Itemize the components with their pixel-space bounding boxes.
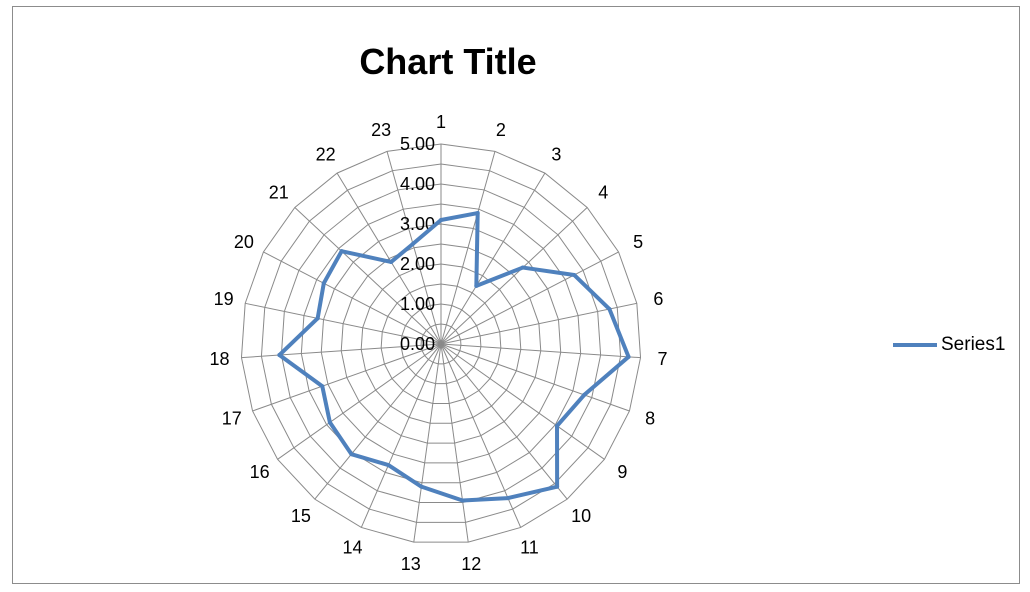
category-label: 5 — [633, 232, 643, 252]
data-point — [321, 281, 326, 286]
radial-axis-ticks: 0.00 1.00 2.00 3.00 4.00 5.00 — [400, 134, 435, 354]
grid-ring — [280, 183, 602, 504]
category-label: 21 — [269, 182, 289, 202]
category-label: 4 — [598, 182, 608, 202]
grid-spoke — [440, 343, 469, 543]
grid-spoke — [277, 343, 442, 460]
grid-spoke — [314, 343, 442, 500]
series-layer — [277, 211, 631, 503]
data-point — [327, 420, 332, 425]
grid-spoke — [336, 172, 442, 345]
category-label: 3 — [551, 144, 561, 164]
category-label: 15 — [291, 506, 311, 526]
grid-ring — [380, 283, 502, 404]
grid-spoke — [440, 172, 546, 345]
grid-spoke — [440, 343, 630, 412]
category-label: 1 — [436, 112, 446, 132]
grid-ring — [420, 323, 462, 365]
category-label: 2 — [496, 120, 506, 140]
category-label: 9 — [617, 462, 627, 482]
data-point — [419, 484, 424, 489]
legend-series1-label: Series1 — [941, 334, 1006, 355]
grid-spoke — [440, 343, 568, 500]
grid-ring — [240, 143, 642, 543]
grid-spoke — [241, 343, 442, 359]
grid-spoke — [245, 302, 442, 345]
grid-spoke — [440, 343, 605, 460]
data-point — [607, 307, 612, 312]
grid-spoke — [360, 343, 442, 528]
category-label: 12 — [461, 554, 481, 574]
category-label: 20 — [234, 232, 254, 252]
grid-ring — [320, 223, 562, 464]
grid-spoke — [413, 343, 442, 543]
data-point — [582, 392, 587, 397]
category-label: 23 — [371, 120, 391, 140]
grid-ring — [360, 263, 522, 424]
grid-spoke — [440, 151, 496, 345]
axis-tick-label: 0.00 — [400, 334, 435, 354]
grid-spoke — [263, 251, 442, 345]
axis-tick-label: 1.00 — [400, 294, 435, 314]
axis-tick-label: 2.00 — [400, 254, 435, 274]
grid-ring — [340, 243, 542, 444]
chart-title: Chart Title — [359, 41, 537, 82]
grid-spoke — [440, 251, 619, 345]
data-point — [505, 496, 510, 501]
category-label: 11 — [520, 538, 539, 558]
category-label: 7 — [657, 349, 667, 369]
data-point — [349, 452, 354, 457]
grid-spoke — [386, 151, 442, 345]
data-point — [315, 316, 320, 321]
data-point — [555, 484, 560, 489]
data-point — [475, 211, 480, 216]
radar-plot: 0.001.002.003.004.005.00 1 23456789101112… — [210, 112, 668, 574]
category-label: 17 — [222, 408, 242, 428]
data-point — [277, 353, 282, 358]
data-point — [520, 265, 525, 270]
grid-spoke — [440, 343, 641, 359]
category-label: 6 — [653, 289, 663, 309]
data-point — [555, 423, 560, 428]
data-point — [386, 463, 391, 468]
legend-series1-swatch — [893, 343, 937, 347]
data-point — [389, 259, 394, 264]
grid-spoke — [440, 207, 588, 345]
series-line — [277, 211, 631, 503]
category-label: 16 — [250, 462, 270, 482]
axis-tick-label: 5.00 — [400, 134, 435, 154]
category-label: 8 — [645, 408, 655, 428]
category-label: 22 — [316, 144, 336, 164]
grid-spoke — [252, 343, 442, 412]
data-point — [410, 241, 415, 246]
category-label: 13 — [401, 554, 421, 574]
grid-ring — [400, 303, 482, 385]
legend: Series1 — [893, 334, 1005, 356]
data-point — [474, 283, 479, 288]
data-point — [339, 249, 344, 254]
radar-grid — [240, 143, 642, 543]
data-point — [572, 272, 577, 277]
category-label: 18 — [210, 349, 230, 369]
category-label: 19 — [214, 289, 234, 309]
axis-tick-label: 3.00 — [400, 214, 435, 234]
category-label: 10 — [571, 506, 591, 526]
grid-spoke — [294, 207, 442, 345]
data-point — [460, 498, 465, 503]
grid-ring — [260, 163, 622, 523]
axis-tick-label: 4.00 — [400, 174, 435, 194]
data-point — [439, 218, 443, 222]
data-point — [320, 384, 325, 389]
category-label: 14 — [343, 538, 363, 558]
grid-spoke — [440, 302, 637, 345]
data-point — [626, 354, 631, 359]
